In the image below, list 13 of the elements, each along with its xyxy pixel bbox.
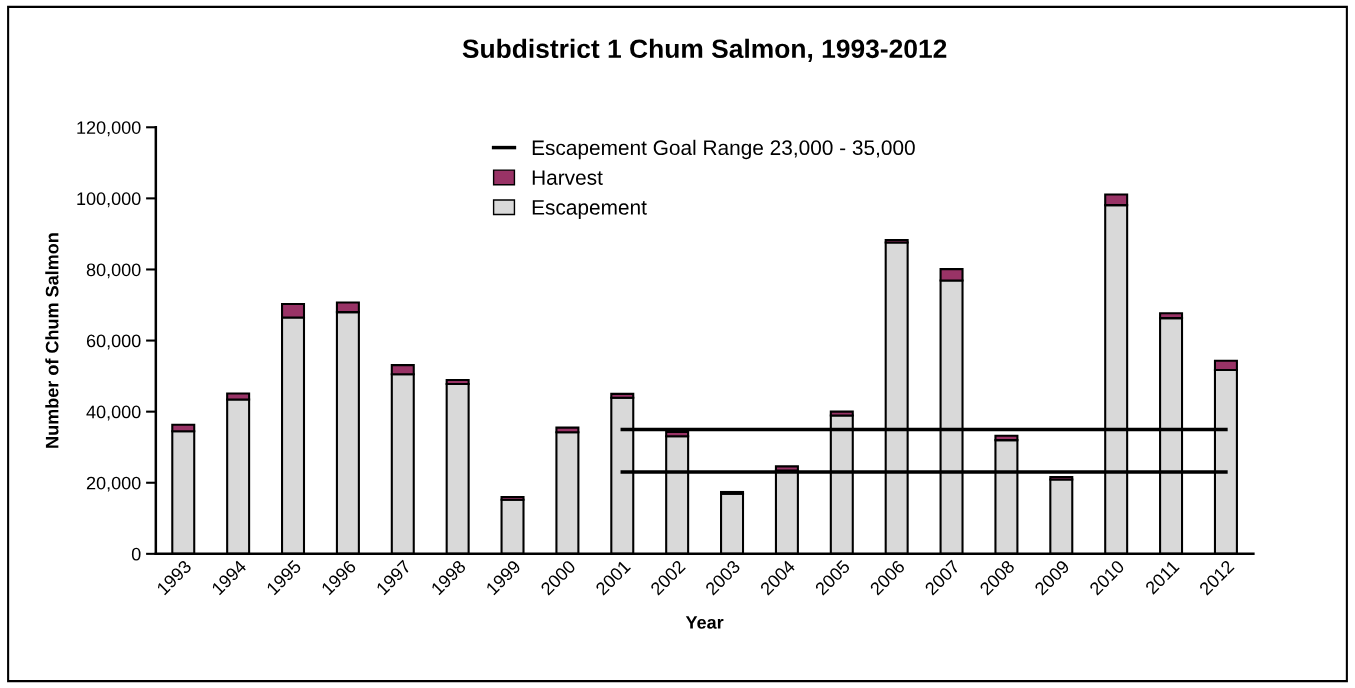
y-tick-label: 80,000 [86,263,141,279]
chart-title: Subdistrict 1 Chum Salmon, 1993-2012 [462,38,947,62]
legend-label: Escapement Goal Range 23,000 - 35,000 [532,139,915,160]
y-tick-label: 0 [131,547,141,561]
y-tick-label: 120,000 [77,121,141,137]
legend-label: Harvest [532,170,603,185]
y-tick-label: 60,000 [86,334,141,350]
x-axis-title: Year [685,616,724,629]
y-axis-title: Number of Chum Salmon [45,233,59,448]
y-tick-label: 100,000 [77,192,141,208]
y-tick-label: 40,000 [86,405,141,421]
y-tick-label: 20,000 [86,476,141,492]
legend-label: Escapement [532,200,647,219]
